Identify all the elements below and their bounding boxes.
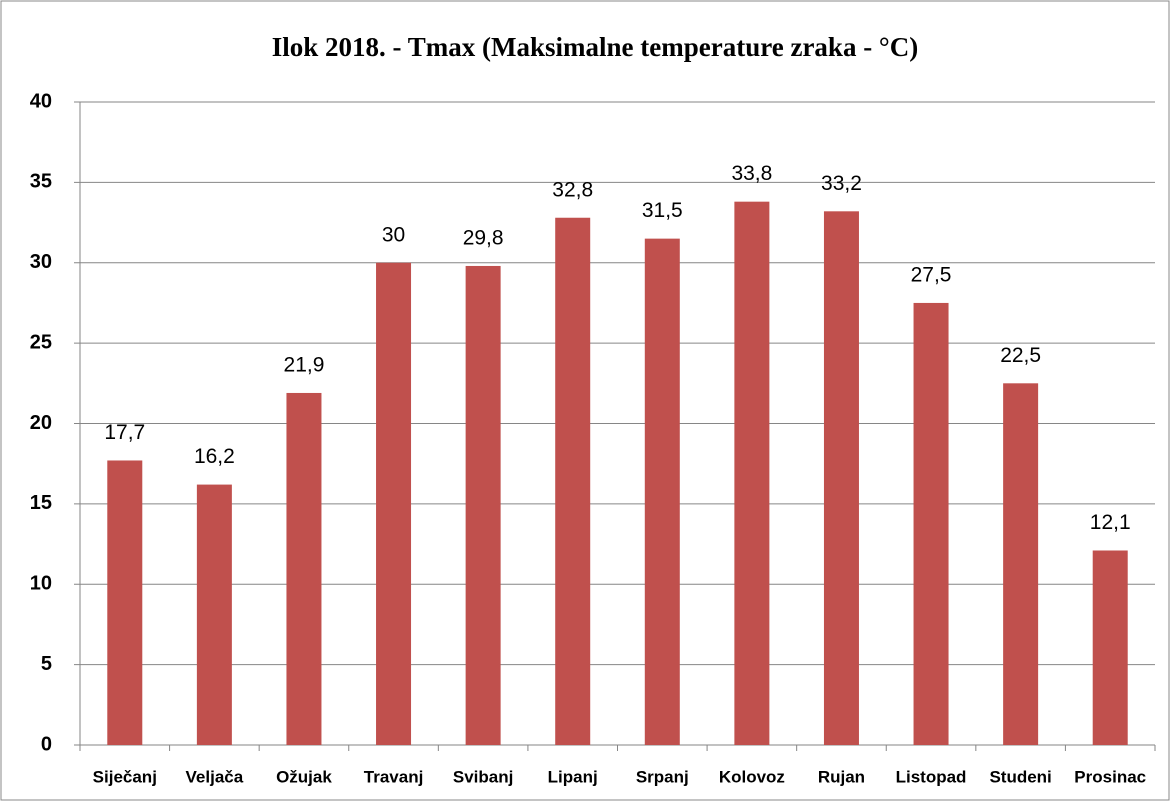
- y-tick-label: 20: [30, 412, 52, 434]
- x-tick-label: Rujan: [818, 767, 865, 786]
- bar: [465, 265, 501, 745]
- x-tick-label: Prosinac: [1074, 767, 1146, 786]
- value-label: 30: [382, 223, 405, 246]
- x-tick-label: Svibanj: [453, 767, 513, 786]
- bar: [1003, 383, 1039, 745]
- x-tick-label: Travanj: [364, 767, 424, 786]
- bar: [734, 201, 770, 746]
- value-label: 12,1: [1090, 511, 1131, 534]
- x-tick-label: Srpanj: [636, 767, 689, 786]
- x-tick-label: Listopad: [896, 767, 967, 786]
- value-label: 31,5: [642, 199, 683, 222]
- value-label: 33,8: [731, 162, 772, 185]
- y-tick-label: 35: [30, 171, 52, 193]
- y-tick-label: 30: [30, 251, 52, 273]
- y-tick-label: 0: [41, 733, 52, 755]
- bar: [286, 392, 322, 745]
- bar: [1092, 550, 1128, 745]
- value-label: 33,2: [821, 172, 862, 195]
- bar: [196, 484, 232, 745]
- x-tick-label: Ožujak: [276, 767, 332, 786]
- value-label: 22,5: [1000, 344, 1041, 367]
- x-tick-label: Lipanj: [548, 767, 598, 786]
- x-tick-label: Studeni: [989, 767, 1051, 786]
- value-label: 32,8: [552, 178, 593, 201]
- value-label: 21,9: [284, 354, 325, 377]
- x-tick-label: Siječanj: [93, 767, 157, 786]
- y-tick-label: 25: [30, 331, 52, 353]
- y-tick-label: 40: [30, 90, 52, 112]
- bar: [644, 238, 680, 745]
- value-label: 27,5: [911, 263, 952, 286]
- chart-title: Ilok 2018. - Tmax (Maksimalne temperatur…: [272, 32, 918, 62]
- bar: [555, 217, 591, 746]
- bar: [376, 262, 412, 745]
- bar: [107, 460, 143, 745]
- value-label: 17,7: [104, 421, 145, 444]
- bar: [823, 211, 859, 745]
- y-tick-label: 15: [30, 492, 52, 514]
- bar: [913, 302, 949, 745]
- x-tick-label: Veljača: [186, 767, 244, 786]
- value-label: 29,8: [463, 227, 504, 250]
- x-tick-label: Kolovoz: [719, 767, 785, 786]
- y-tick-label: 5: [41, 653, 52, 675]
- value-label: 16,2: [194, 445, 235, 468]
- y-tick-label: 10: [30, 573, 52, 595]
